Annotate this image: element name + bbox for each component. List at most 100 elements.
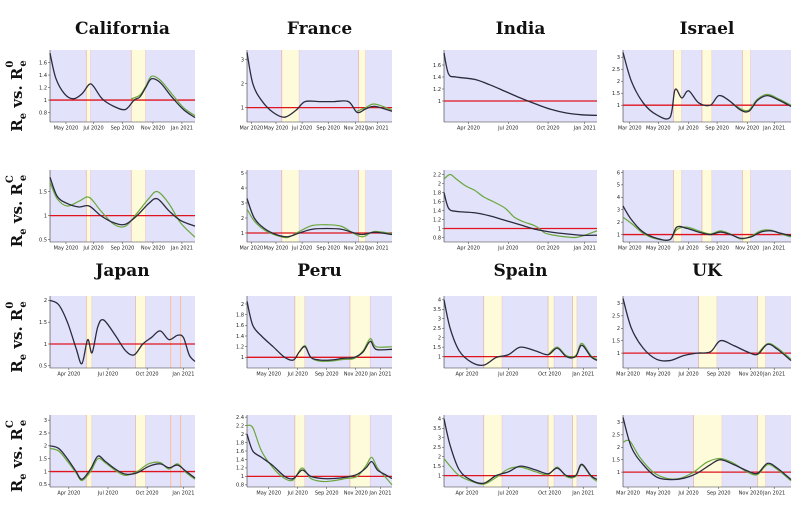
- x-tick-label: Sep 2020: [316, 126, 340, 132]
- period-band: [305, 296, 350, 368]
- y-tick-label: 2.5: [39, 431, 47, 437]
- panel-10: Peru 1 1.2 1.4 1.6 1.8 2 May 2020 Jul 2020 Sep 20…: [236, 261, 393, 378]
- x-tick-label: Sep 2020: [316, 246, 340, 252]
- x-tick-label: Jan 2021: [571, 491, 594, 497]
- row-label-base: R: [8, 234, 26, 247]
- y-tick-label: 3.5: [433, 426, 441, 432]
- panel-title: France: [287, 19, 352, 39]
- x-tick-label: Jan 2021: [365, 126, 388, 132]
- x-tick-label: Jul 2020: [287, 491, 308, 497]
- panel-14: 0.8 1 1.2 1.4 1.6 1.8 2 2.2 2.4 May 2020 Jul 2020 S…: [236, 415, 393, 497]
- y-tick-label: 5: [617, 183, 620, 189]
- x-tick-label: Sep 2020: [315, 491, 339, 497]
- re-series-line: [443, 52, 598, 117]
- period-band: [299, 50, 359, 122]
- y-tick-label: 1.5: [612, 338, 620, 344]
- x-tick-label: Jan 2021: [573, 246, 596, 252]
- y-tick-label: 2.5: [433, 445, 441, 451]
- panel-title: Spain: [494, 261, 548, 281]
- y-tick-label: 0.8: [236, 483, 244, 489]
- y-tick-label: 1: [241, 105, 244, 111]
- x-tick-label: Sep 2020: [707, 372, 731, 378]
- y-tick-label: 2: [617, 326, 620, 332]
- period-band: [577, 415, 597, 487]
- x-tick-label: May 2020: [256, 491, 281, 497]
- y-tick-label: 1: [44, 469, 47, 475]
- period-band: [673, 50, 682, 122]
- period-band: [750, 50, 791, 122]
- x-tick-label: Sep 2020: [111, 246, 135, 252]
- panel-title: India: [496, 19, 546, 39]
- y-tick-label: 1.2: [39, 85, 47, 91]
- period-band: [180, 296, 182, 368]
- x-tick-label: Mar 2020: [239, 126, 263, 132]
- row-label-3: Re vs. R0 e: [5, 301, 29, 372]
- period-band: [554, 296, 573, 368]
- row-label-sub2: e: [18, 420, 29, 426]
- y-tick-label: 1.4: [236, 457, 244, 463]
- period-band: [444, 170, 597, 242]
- x-tick-label: Jan 2021: [762, 491, 785, 497]
- comparison-series-line: [246, 208, 393, 239]
- x-tick-label: Jan 2021: [762, 126, 785, 132]
- y-tick-label: 2: [438, 454, 441, 460]
- period-band: [170, 296, 172, 368]
- x-tick-label: May 2020: [54, 246, 79, 252]
- comparison-series-line: [443, 173, 598, 239]
- x-tick-label: Oct 2020: [136, 491, 159, 497]
- x-tick-label: Jan 2021: [573, 126, 596, 132]
- row-label-base2: R: [8, 67, 26, 80]
- y-tick-label: 4: [617, 195, 620, 201]
- y-tick-label: 1.5: [433, 464, 441, 470]
- y-tick-label: 1: [617, 103, 620, 109]
- period-band: [483, 296, 503, 368]
- x-tick-label: Mar 2020: [239, 246, 263, 252]
- x-tick-label: Nov 2020: [344, 246, 368, 252]
- row-label-base2: R: [8, 183, 26, 196]
- panel-3: India 1 1.2 1.4 1.6 Apr 2020 Jul 2020 Oct 2020 J…: [433, 19, 598, 132]
- period-band: [365, 170, 392, 242]
- period-band: [681, 170, 702, 242]
- x-tick-label: Jul 2020: [97, 372, 118, 378]
- x-tick-label: May 2020: [646, 126, 671, 132]
- x-tick-label: Sep 2020: [315, 372, 339, 378]
- x-tick-label: Sep 2020: [705, 246, 729, 252]
- row-label-sub: e: [18, 473, 29, 479]
- period-band: [131, 50, 146, 122]
- period-band: [135, 415, 146, 487]
- re-series-line: [49, 299, 196, 365]
- re-series-line: [246, 198, 393, 238]
- panel-12: UK 1 1.5 2 2.5 3 Mar 2020 May 2020 Jul 2020 Sep 2…: [612, 261, 792, 378]
- period-band: [370, 415, 392, 487]
- y-tick-label: 2: [241, 216, 244, 222]
- panel-16: 1 1.5 2 2.5 3 Mar 2020 May 2020 Jul 2020 Sep 202…: [612, 415, 792, 497]
- y-tick-label: 4: [438, 417, 441, 423]
- y-tick-label: 2.5: [433, 326, 441, 332]
- y-tick-label: 3: [617, 301, 620, 307]
- comparison-series-line: [756, 342, 792, 360]
- re-series-line: [246, 301, 393, 361]
- y-tick-label: 3: [44, 418, 47, 424]
- period-band: [742, 50, 751, 122]
- y-tick-label: 3: [438, 317, 441, 323]
- x-tick-label: Jul 2020: [677, 372, 698, 378]
- panel-1: California 0.8 1 1.2 1.4 1.6 May 2020 Jul 2020 S…: [39, 19, 196, 132]
- y-tick-label: 1: [617, 351, 620, 357]
- x-tick-label: Sep 2020: [705, 126, 729, 132]
- y-tick-label: 1.6: [236, 323, 244, 329]
- period-band: [281, 170, 300, 242]
- x-tick-label: Apr 2020: [455, 372, 478, 378]
- row-label-base2: R: [8, 308, 26, 321]
- y-tick-label: 1.5: [39, 457, 47, 463]
- row-label-base: R: [8, 479, 26, 492]
- row-label-4: Re vs. RC e: [5, 420, 29, 492]
- re-series-line: [443, 418, 598, 485]
- x-tick-label: Apr 2020: [455, 491, 478, 497]
- period-band: [577, 296, 597, 368]
- x-tick-label: Nov 2020: [739, 491, 763, 497]
- period-band: [50, 50, 87, 122]
- panel-9: Japan 0.5 1 1.5 2 Apr 2020 Jul 2020 Oct 2020 Jan…: [39, 261, 196, 378]
- re-series-line: [443, 192, 598, 236]
- row-label-base: R: [8, 360, 26, 373]
- period-band: [92, 415, 136, 487]
